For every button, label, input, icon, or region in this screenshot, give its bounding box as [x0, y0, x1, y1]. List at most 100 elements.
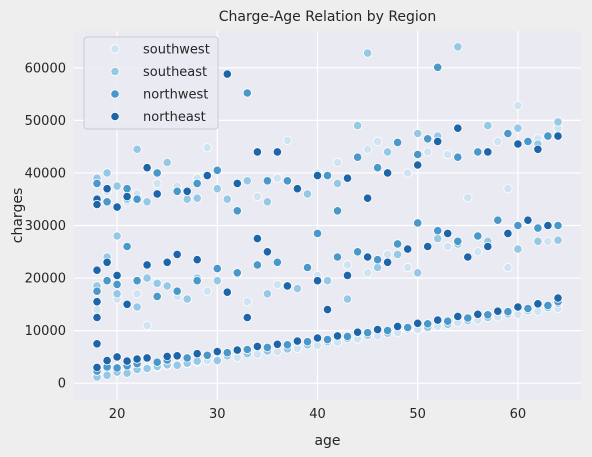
data-point: [102, 197, 112, 207]
data-point: [162, 257, 172, 267]
data-point: [413, 268, 423, 278]
data-point: [473, 247, 483, 257]
data-point: [252, 234, 262, 244]
data-point: [473, 147, 483, 157]
data-point: [473, 309, 483, 319]
data-point: [503, 228, 513, 238]
data-point: [433, 226, 443, 236]
data-point: [342, 260, 353, 270]
data-point: [112, 289, 122, 299]
data-point: [332, 157, 343, 167]
data-point: [152, 278, 162, 288]
data-point: [152, 357, 162, 367]
data-point: [132, 276, 142, 286]
data-point: [182, 294, 192, 304]
data-point: [493, 136, 503, 146]
data-point: [352, 121, 363, 131]
y-tick-label: 10000: [25, 324, 66, 339]
data-point: [222, 69, 232, 79]
data-point: [262, 289, 272, 299]
data-point: [112, 279, 122, 289]
legend-marker: [110, 44, 120, 54]
data-point: [222, 348, 232, 358]
data-point: [152, 178, 162, 188]
data-point: [252, 192, 262, 202]
data-point: [352, 327, 363, 337]
data-point: [392, 137, 403, 147]
data-point: [453, 123, 463, 133]
data-point: [192, 255, 202, 265]
y-tick-label: 20000: [25, 272, 66, 287]
y-tick-label: 50000: [25, 114, 66, 129]
data-point: [142, 320, 152, 330]
data-point: [433, 136, 443, 146]
data-point: [513, 139, 523, 149]
data-point: [282, 135, 292, 145]
data-point: [212, 263, 222, 274]
data-point: [312, 171, 323, 181]
data-point: [222, 287, 232, 297]
data-point: [423, 319, 433, 329]
data-point: [553, 220, 563, 231]
data-point: [122, 356, 132, 366]
data-point: [192, 349, 202, 359]
data-point: [322, 304, 333, 315]
data-point: [212, 355, 222, 366]
data-point: [453, 236, 463, 246]
data-point: [192, 178, 202, 188]
data-point: [413, 318, 423, 328]
data-point: [282, 281, 292, 291]
data-point: [533, 223, 543, 233]
data-point: [132, 289, 142, 299]
data-point: [122, 192, 132, 202]
data-point: [182, 194, 192, 204]
data-point: [122, 241, 132, 252]
data-point: [342, 270, 353, 280]
legend-label: northwest: [143, 88, 208, 103]
data-point: [282, 176, 292, 186]
data-point: [202, 350, 212, 360]
data-point: [132, 302, 142, 312]
data-point: [453, 311, 463, 321]
data-point: [423, 134, 433, 144]
data-point: [112, 181, 122, 191]
data-point: [342, 331, 353, 341]
data-point: [132, 194, 142, 204]
data-point: [493, 215, 503, 225]
data-point: [332, 331, 343, 341]
legend-label: southeast: [143, 65, 207, 80]
data-point: [112, 352, 122, 362]
legend-marker: [110, 89, 120, 99]
data-point: [463, 313, 473, 323]
data-point: [232, 206, 242, 216]
data-point: [443, 228, 453, 238]
data-point: [382, 257, 393, 267]
data-points: [92, 42, 563, 382]
y-tick-label: 40000: [25, 166, 66, 181]
data-point: [112, 363, 122, 373]
data-point: [332, 206, 343, 216]
data-point: [202, 286, 212, 296]
legend: southwest southeast northwest northeast: [83, 36, 219, 130]
data-point: [232, 345, 242, 355]
data-point: [102, 276, 112, 286]
x-axis-label: age: [314, 433, 340, 449]
data-point: [403, 262, 413, 273]
data-point: [92, 339, 102, 349]
data-point: [252, 260, 262, 270]
data-point: [433, 62, 443, 72]
data-point: [503, 128, 513, 139]
data-point: [443, 149, 453, 160]
data-point: [543, 236, 553, 246]
data-point: [312, 228, 323, 238]
data-point: [372, 324, 383, 335]
data-point: [493, 306, 503, 316]
data-point: [523, 136, 533, 146]
data-point: [252, 341, 262, 351]
data-point: [92, 304, 102, 315]
data-point: [413, 128, 423, 139]
data-point: [302, 337, 313, 347]
data-point: [322, 276, 333, 286]
legend-box: [83, 36, 219, 130]
